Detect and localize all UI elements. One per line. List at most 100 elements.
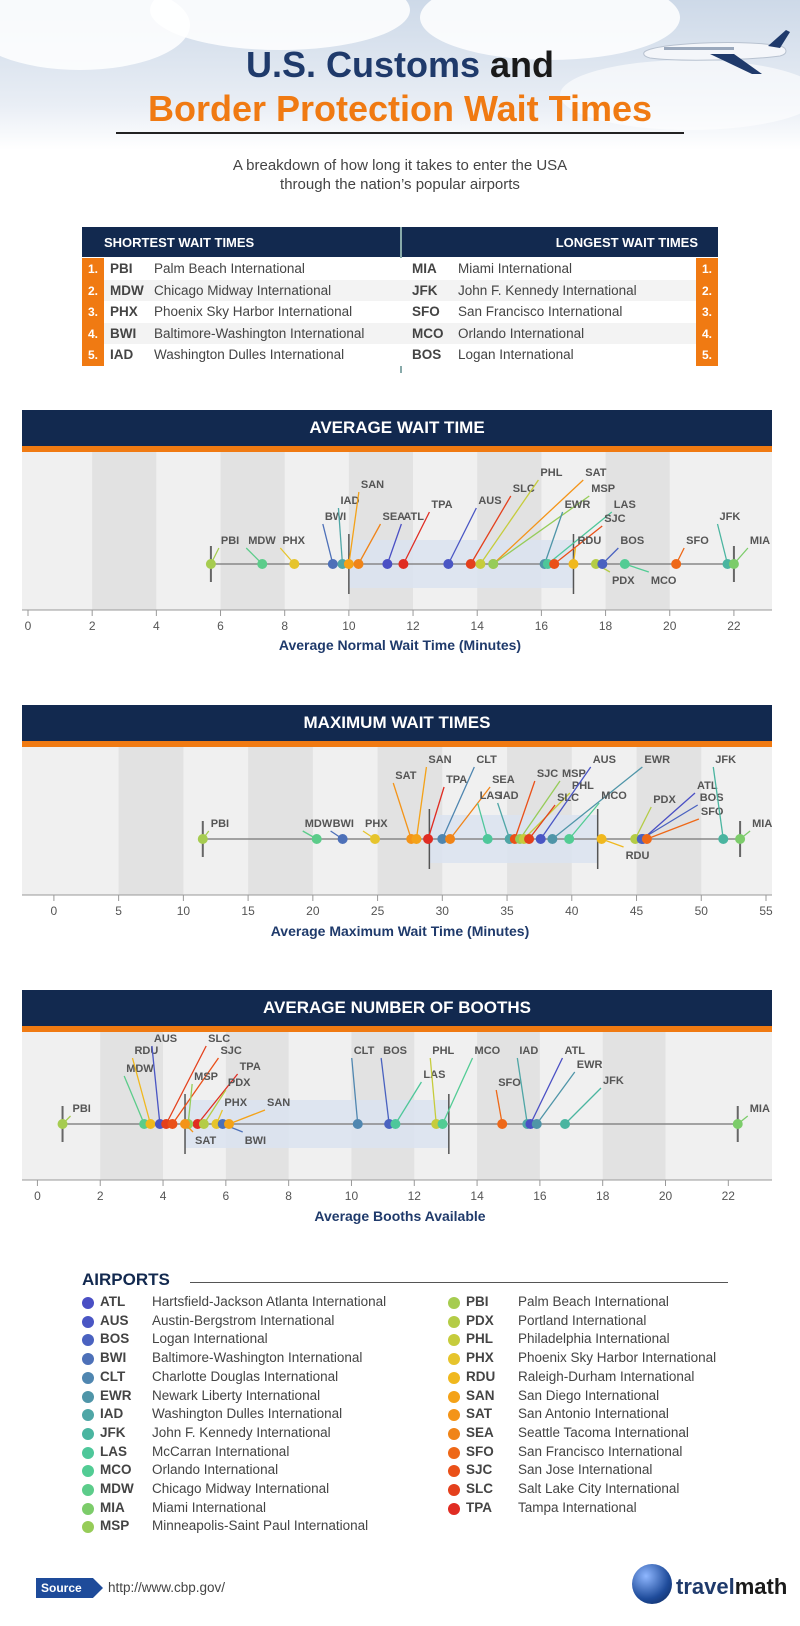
logo-part2: math — [734, 1574, 788, 1599]
x-tick-label: 45 — [630, 904, 644, 918]
point-sea — [353, 559, 364, 569]
callout-line-san — [348, 491, 360, 565]
legend-item: PBI Palm Beach International — [448, 1294, 778, 1312]
longest-code: SFO — [412, 304, 440, 319]
point-label-slc: SLC — [557, 792, 579, 804]
x-tick-label: 10 — [345, 1189, 359, 1203]
table-row: 5. IAD Washington Dulles International BOS L… — [82, 344, 718, 366]
legend-dot — [82, 1484, 94, 1496]
point-sfo — [671, 559, 682, 569]
legend-item: EWR Newark Liberty International — [82, 1388, 412, 1406]
point-label-pdx: PDX — [653, 794, 676, 806]
callout-line-jfk — [712, 766, 724, 840]
shortest-header: SHORTEST WAIT TIMES — [104, 235, 255, 250]
legend-item: IAD Washington Dulles International — [82, 1406, 412, 1424]
legend-dot — [82, 1446, 94, 1459]
point-sjc — [549, 559, 560, 569]
callout-line-bos — [380, 1057, 390, 1125]
longest-code: BOS — [412, 347, 442, 362]
callout-line-bos — [641, 804, 699, 840]
x-tick-label: 16 — [535, 619, 549, 633]
legend-name: Baltimore-Washington International — [152, 1350, 363, 1366]
callout-line-sjc — [553, 525, 603, 565]
point-label-san: SAN — [267, 1097, 290, 1109]
legend-dot — [448, 1315, 460, 1328]
point-pdx — [198, 1119, 209, 1129]
legend-dot — [448, 1465, 460, 1478]
point-rdu — [568, 559, 579, 569]
legend-code: RDU — [466, 1368, 496, 1384]
longest-header: LONGEST WAIT TIMES — [555, 235, 698, 250]
point-label-aus: AUS — [478, 495, 501, 507]
callout-line-sat — [492, 479, 584, 565]
point-label-mia: MIA — [750, 535, 770, 547]
callout-line-bwi — [322, 523, 334, 565]
legend-dot — [82, 1353, 94, 1366]
callout-line-slc — [528, 804, 556, 840]
legend-code: BWI — [100, 1350, 127, 1366]
point-label-mco: MCO — [601, 790, 627, 802]
point-mia — [732, 1119, 743, 1129]
legend-code: CLT — [100, 1368, 126, 1384]
point-label-sat: SAT — [195, 1135, 216, 1147]
source-url[interactable]: http://www.cbp.gov/ — [108, 1580, 226, 1595]
x-tick-label: 4 — [160, 1189, 167, 1203]
point-label-mdw: MDW — [126, 1063, 154, 1075]
point-mdw — [257, 559, 268, 569]
point-pbi — [197, 834, 208, 844]
legend-item: SEA Seattle Tacoma International — [448, 1425, 778, 1443]
travelmath-globe-icon — [632, 1564, 672, 1604]
point-label-ewr: EWR — [565, 499, 591, 511]
callout-line-sat — [392, 782, 412, 840]
point-label-mco: MCO — [475, 1045, 501, 1057]
longest-name: Miami International — [458, 261, 573, 276]
chart1-xlabel: Average Normal Wait Time (Minutes) — [278, 637, 522, 653]
callout-line-rdu — [131, 1057, 152, 1125]
shortest-rank: 5. — [82, 344, 104, 366]
legend-item: AUS Austin-Bergstrom International — [82, 1313, 412, 1331]
legend-name: Minneapolis-Saint Paul International — [152, 1518, 369, 1534]
legend-item: SFO San Francisco International — [448, 1444, 778, 1462]
legend-name: Seattle Tacoma International — [518, 1424, 689, 1440]
point-mdw — [311, 834, 322, 844]
point-slc — [524, 834, 535, 844]
point-sfo — [497, 1119, 508, 1129]
logo-part1: travel — [676, 1574, 735, 1599]
point-sea — [445, 834, 456, 844]
callout-line-mco — [441, 1057, 474, 1125]
x-tick-label: 14 — [470, 1189, 484, 1203]
legend-code: SFO — [466, 1443, 494, 1459]
point-label-bwi: BWI — [325, 511, 346, 523]
legend-code: SLC — [466, 1481, 493, 1496]
point-label-sfo: SFO — [701, 806, 724, 818]
legend-item: CLT Charlotte Douglas International — [82, 1369, 412, 1387]
x-tick-label: 14 — [471, 619, 485, 633]
callout-line-sea — [357, 523, 382, 565]
point-label-phl: PHL — [572, 780, 594, 792]
point-phl — [475, 559, 486, 569]
x-tick-label: 6 — [223, 1189, 230, 1203]
shortest-code: BWI — [110, 325, 137, 341]
point-ewr — [547, 834, 558, 844]
shortest-rank: 4. — [82, 322, 104, 345]
point-label-ewr: EWR — [644, 754, 670, 766]
background-band — [636, 747, 702, 895]
point-label-bos: BOS — [383, 1045, 407, 1057]
legend-dot — [82, 1371, 94, 1384]
callout-line-msp — [519, 780, 561, 840]
point-label-rdu: RDU — [577, 535, 601, 547]
legend-code: PHL — [466, 1331, 493, 1347]
x-tick-label: 2 — [89, 619, 96, 633]
legend-code: SJC — [466, 1462, 493, 1478]
legend-code: MDW — [100, 1481, 134, 1496]
point-label-iad: IAD — [519, 1045, 538, 1057]
point-label-sat: SAT — [395, 770, 416, 782]
shortest-code: PHX — [110, 304, 138, 319]
point-label-slc: SLC — [513, 483, 535, 495]
point-label-aus: AUS — [593, 754, 616, 766]
longest-code: MCO — [412, 325, 444, 341]
callout-line-mco — [568, 802, 600, 840]
chart2-title: MAXIMUM WAIT TIMES — [22, 705, 772, 747]
